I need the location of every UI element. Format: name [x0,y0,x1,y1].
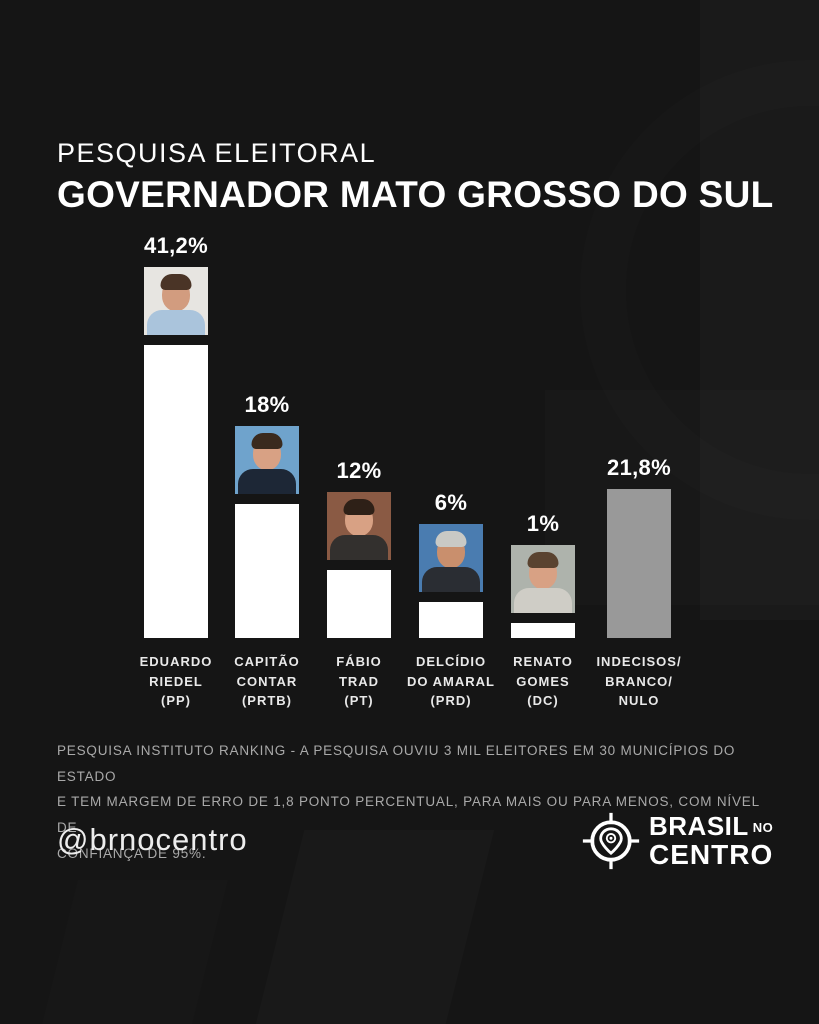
avatar-shoulders [147,310,205,335]
poll-subtitle: PESQUISA ELEITORAL [57,138,377,168]
candidate-name-line: CONTAR [236,673,298,689]
candidate-name-line: (DC) [527,693,559,708]
bar [419,602,483,638]
brand-name-suffix: NO [752,820,774,835]
avatar-hair [343,499,375,515]
avatar-shoulders [330,535,388,560]
bar [511,623,575,638]
bar [235,504,299,638]
chart-column: 1% RENATO GOMES (DC) [491,232,595,711]
candidate-photo [419,524,483,592]
chart-column: 21,8% INDECISOS/BRANCO/NULO [587,232,691,711]
candidate-name-label: DELCÍDIO DO AMARAL (PRD) [399,652,503,711]
bar-value-label: 18% [244,392,290,417]
candidate-name-line: DELCÍDIO [415,654,487,669]
bar-value-label: 41,2% [144,233,208,258]
methodology-line: CONFIANÇA DE 95%. [57,845,207,861]
bar [607,489,671,638]
chart-column: 41,2% EDUARDO RIEDEL (PP) [124,232,228,711]
background-texture [42,880,228,1024]
candidate-name-line: RIEDEL [149,673,203,689]
candidate-name-line: (PT) [344,693,374,708]
bar [144,345,208,638]
avatar-hair [251,433,283,449]
brand-name: BRASIL NO CENTRO [649,813,773,869]
candidate-name-line: CAPITÃO [234,654,300,669]
column-stack: 1% [491,232,595,638]
column-stack: 6% [399,232,503,638]
brand-logo: BRASIL NO CENTRO [581,810,773,872]
candidate-name-label: FÁBIO TRAD (PT) [307,652,411,711]
brand-name-part2: CENTRO [649,839,774,870]
candidate-name-line: GOMES [516,673,570,689]
header: PESQUISA ELEITORAL GOVERNADOR MATO GROSS… [57,138,774,216]
methodology-note: PESQUISA INSTITUTO RANKING - A PESQUISA … [57,738,767,866]
candidate-name-line: EDUARDO [139,654,213,669]
candidate-name-line: NULO [618,693,660,708]
candidate-name-line: (PP) [161,693,191,708]
column-stack: 12% [307,232,411,638]
candidate-name-line: INDECISOS/ [596,654,682,669]
bar [327,570,391,638]
column-stack: 41,2% [124,232,228,638]
candidate-name-line: FÁBIO [336,654,382,669]
avatar-hair [527,552,559,568]
chart-column: 18% CAPITÃO CONTAR (PRTB) [215,232,319,711]
background-texture [700,0,819,620]
column-stack: 18% [215,232,319,638]
candidate-name-line: (PRTB) [241,693,293,708]
candidate-name-label: RENATO GOMES (DC) [491,652,595,711]
bar-value-label: 6% [434,490,468,515]
candidate-name-line: RENATO [513,654,573,669]
column-stack: 21,8% [587,232,691,638]
page-title: GOVERNADOR MATO GROSSO DO SUL [57,174,774,215]
bar-value-label: 21,8% [607,455,671,480]
avatar-shoulders [238,469,296,494]
candidate-name-line: (PRD) [430,693,472,708]
social-handle: @brnocentro [57,822,248,857]
candidate-name-line: TRAD [338,673,380,689]
candidate-photo [235,426,299,494]
candidate-photo [327,492,391,560]
crosshair-pin-icon [582,812,640,870]
candidate-photo [511,545,575,613]
candidate-name-label: CAPITÃO CONTAR (PRTB) [215,652,319,711]
avatar-hair [435,531,467,547]
bar-value-label: 1% [526,511,560,536]
avatar-shoulders [514,588,572,613]
chart-column: 6% DELCÍDIO DO AMARAL (PRD) [399,232,503,711]
candidate-photo [144,267,208,335]
avatar-hair [160,274,192,290]
candidate-name-label: EDUARDO RIEDEL (PP) [124,652,228,711]
bar-value-label: 12% [336,458,382,483]
brand-name-part1: BRASIL [649,811,749,841]
candidate-name-line: BRANCO/ [605,673,673,689]
candidate-name-label: INDECISOS/BRANCO/NULO [587,652,691,711]
avatar-shoulders [422,567,480,592]
methodology-line: E TEM MARGEM DE ERRO DE 1,8 PONTO PERCEN… [57,794,760,835]
methodology-line: PESQUISA INSTITUTO RANKING - A PESQUISA … [57,743,736,784]
candidate-name-line: DO AMARAL [407,673,495,689]
chart-column: 12% FÁBIO TRAD (PT) [307,232,411,711]
